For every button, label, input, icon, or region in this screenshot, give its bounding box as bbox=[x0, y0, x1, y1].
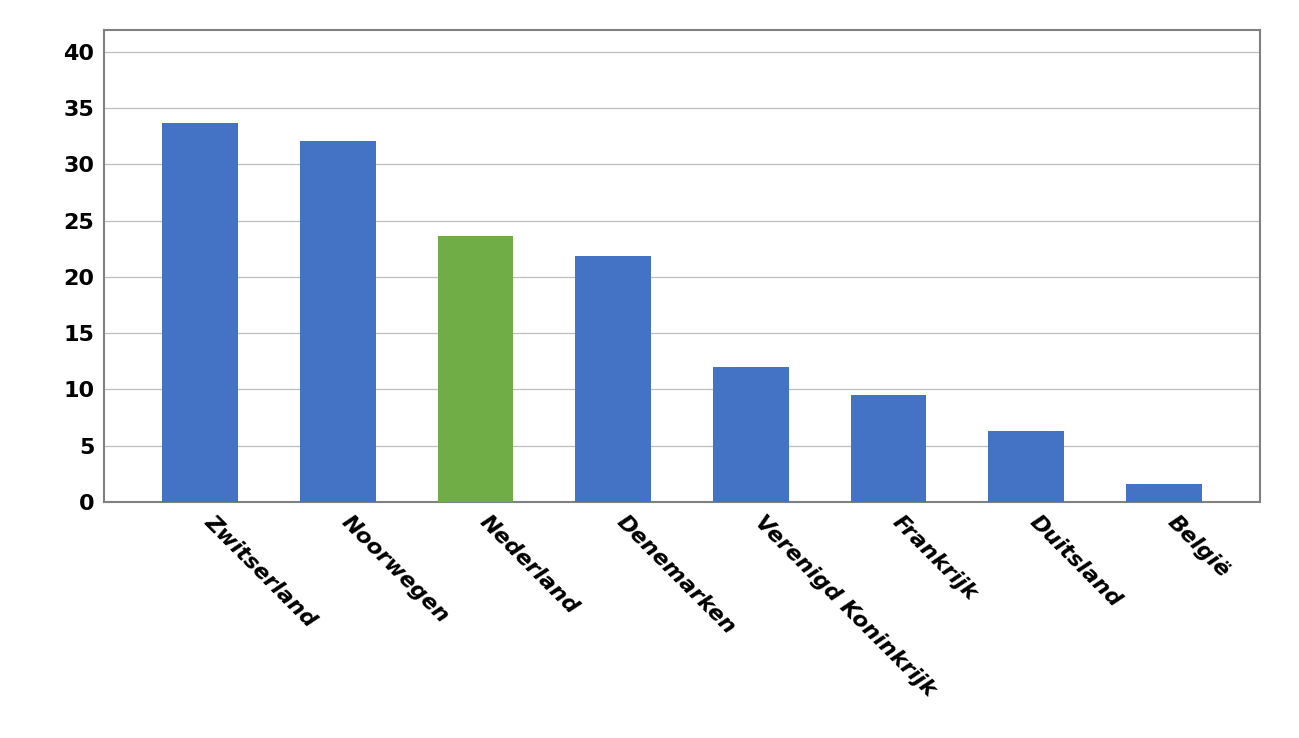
Bar bbox=[300, 141, 375, 502]
Bar bbox=[851, 395, 926, 502]
Bar bbox=[713, 367, 788, 502]
Bar bbox=[1126, 484, 1202, 502]
Bar bbox=[575, 255, 651, 502]
Bar bbox=[989, 431, 1064, 502]
Bar bbox=[162, 123, 238, 502]
Bar bbox=[438, 236, 513, 502]
